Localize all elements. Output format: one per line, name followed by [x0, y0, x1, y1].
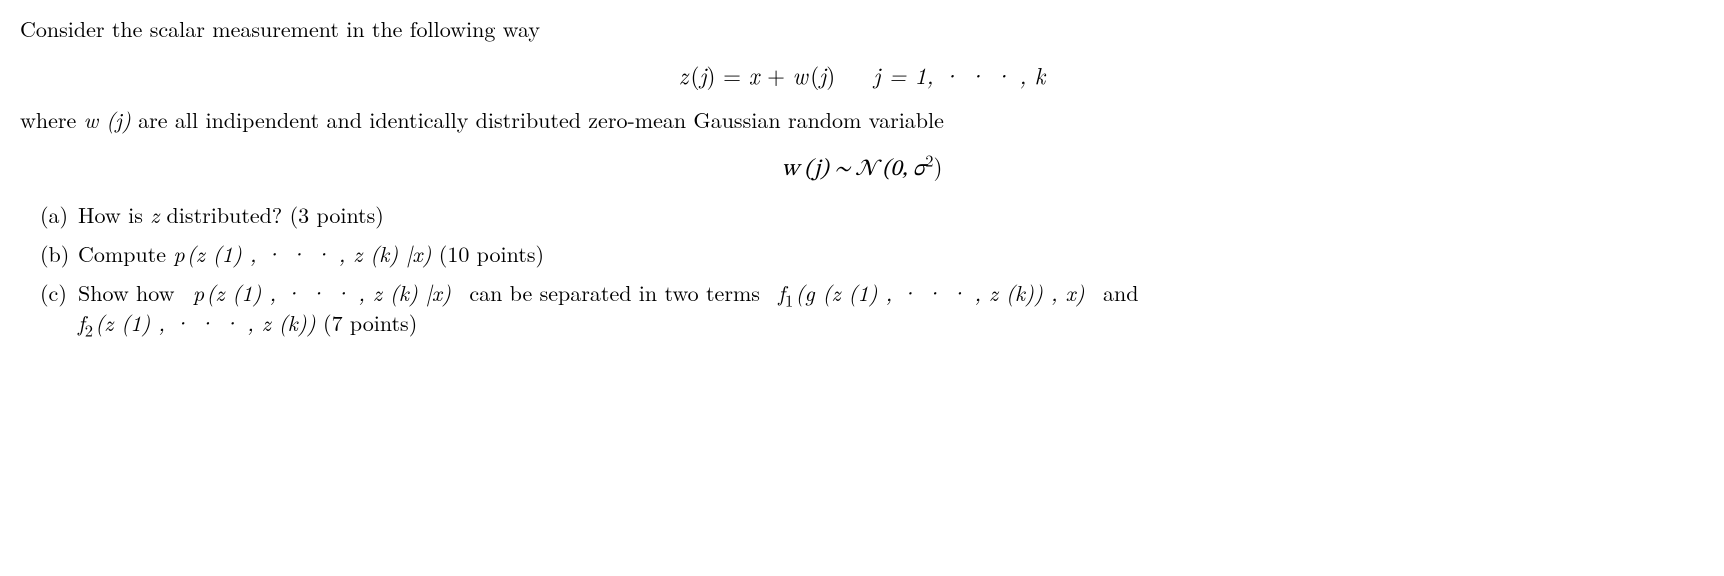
qc-seq: (z (1) , · · · , z (k) |x): [206, 277, 451, 308]
noise-distribution: w (j) ∼ 𝒩 (0, σ2): [20, 150, 1704, 186]
qc-post: (7 points): [323, 307, 417, 338]
marker-b: (b): [40, 239, 78, 270]
qb-post: (10 points): [439, 238, 544, 269]
measurement-equation: z(j) = x + w(j) j = 1, · · · , k: [20, 59, 1704, 91]
sym-eq: =: [723, 58, 741, 91]
question-c: (c) Show how p(z (1) , · · · , z (k) |x)…: [40, 278, 1704, 340]
sym-x: x: [749, 58, 760, 91]
qc-pre: Show how: [78, 277, 175, 308]
where-prefix: where: [20, 104, 76, 135]
sym-j: j: [699, 58, 706, 91]
marker-a: (a): [40, 200, 78, 231]
sym-z: z: [679, 58, 688, 91]
paren-close: ): [707, 58, 716, 91]
paren-close-2: ): [826, 58, 835, 91]
qc-p: p: [193, 277, 204, 308]
qc-f2-args: (z (1) , · · · , z (k)): [95, 307, 316, 338]
where-text: are all indipendent and identically dist…: [138, 104, 944, 135]
content-b: Compute p(z (1) , · · · , z (k) |x) (10 …: [78, 239, 1704, 270]
qb-seq: (z (1) , · · · , z (k) |x): [187, 238, 432, 269]
paren-open-2: (: [810, 58, 819, 91]
content-c: Show how p(z (1) , · · · , z (k) |x) can…: [78, 278, 1704, 340]
range-text: j = 1, · · · , k: [874, 58, 1046, 91]
qa-post: distributed? (3 points): [167, 199, 384, 230]
intro-paragraph: Consider the scalar measurement in the f…: [20, 14, 1704, 45]
noise-dist-text: w (j) ∼ 𝒩 (0, σ: [782, 158, 926, 181]
question-b: (b) Compute p(z (1) , · · · , z (k) |x) …: [40, 239, 1704, 270]
qc-f1-args: (g (z (1) , · · · , z (k)) , x): [795, 277, 1084, 308]
question-list: (a) How is z distributed? (3 points) (b)…: [20, 200, 1704, 339]
where-paragraph: where w (j) are all indipendent and iden…: [20, 105, 1704, 136]
intro-text: Consider the scalar measurement in the f…: [20, 13, 540, 44]
qc-and: and: [1103, 277, 1138, 308]
qc-f1-sub: 1: [785, 287, 793, 311]
marker-c: (c): [40, 278, 78, 309]
qc-f2-sub: 2: [85, 318, 93, 342]
sym-w: w: [793, 58, 808, 91]
qc-mid: can be separated in two terms: [469, 277, 760, 308]
sym-plus: +: [767, 58, 785, 91]
qb-p: p: [173, 238, 184, 269]
wj: w (j): [84, 104, 131, 135]
content-a: How is z distributed? (3 points): [78, 200, 1704, 231]
qc-f2: f: [78, 307, 85, 338]
qa-z: z: [150, 199, 159, 230]
qa-pre: How is: [78, 199, 143, 230]
qb-pre: Compute: [78, 238, 166, 269]
question-a: (a) How is z distributed? (3 points): [40, 200, 1704, 231]
noise-close: ): [933, 149, 942, 182]
